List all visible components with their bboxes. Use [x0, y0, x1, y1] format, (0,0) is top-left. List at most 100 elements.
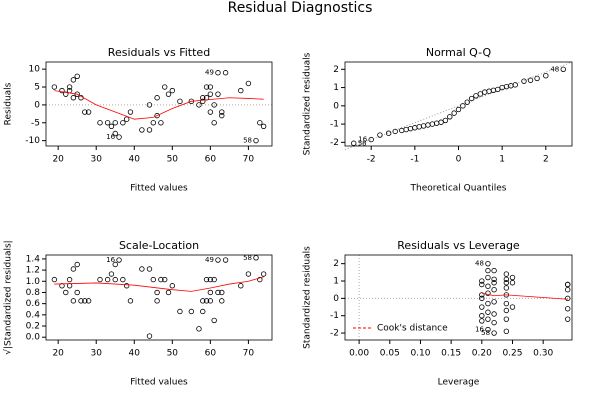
point-label: 16 — [475, 326, 484, 334]
point — [70, 95, 77, 101]
point — [200, 308, 206, 315]
point — [165, 91, 172, 97]
x-tick-label: -2 — [367, 155, 376, 165]
point — [565, 316, 571, 322]
point — [257, 120, 263, 126]
point-label: 48 — [550, 65, 559, 73]
point — [416, 124, 422, 130]
x-tick-label: 0.10 — [410, 349, 430, 359]
point — [479, 278, 485, 284]
point — [565, 306, 571, 312]
point-label: 48 — [475, 260, 484, 268]
y-tick-label: 2 — [333, 65, 339, 75]
point — [215, 289, 221, 296]
point — [207, 298, 214, 304]
point — [219, 289, 225, 296]
point — [503, 285, 510, 291]
point — [429, 121, 436, 127]
point — [464, 99, 470, 105]
plot-frame — [344, 61, 573, 147]
point — [154, 298, 160, 304]
point — [503, 300, 510, 307]
y-tick-label: 2 — [333, 259, 339, 269]
point — [203, 298, 210, 304]
point — [425, 122, 431, 128]
point — [104, 276, 111, 283]
point — [438, 119, 444, 125]
x-tick-label: 0.25 — [502, 349, 522, 359]
point — [146, 127, 153, 133]
point — [203, 276, 210, 283]
point — [485, 283, 491, 289]
point — [257, 276, 263, 283]
point — [534, 75, 540, 82]
point — [154, 95, 160, 101]
x-tick-label: 60 — [205, 155, 217, 165]
point — [485, 300, 491, 307]
y-tick-label: 0 — [333, 294, 339, 304]
point — [207, 289, 214, 296]
point — [219, 109, 225, 115]
point — [565, 281, 571, 288]
point — [451, 110, 457, 116]
point — [238, 87, 244, 94]
plot-frame — [45, 254, 273, 341]
point — [150, 120, 156, 126]
x-tick-label: 70 — [243, 349, 255, 359]
point — [479, 318, 485, 324]
point — [503, 316, 510, 322]
point — [154, 289, 160, 296]
panel-title: Normal Q-Q — [426, 46, 492, 59]
point — [200, 98, 206, 105]
y-tick-label: 0.0 — [26, 333, 41, 343]
point — [399, 127, 405, 134]
point — [491, 311, 497, 317]
x-tick-label: 1 — [499, 155, 505, 165]
point — [196, 102, 202, 108]
point — [260, 123, 267, 130]
y-tick-label: 0.6 — [26, 299, 41, 309]
point — [503, 271, 510, 277]
y-tick-label: 1.2 — [26, 266, 40, 276]
x-tick-label: 2 — [543, 155, 549, 165]
point — [222, 70, 229, 76]
point — [253, 255, 259, 261]
point — [485, 274, 491, 281]
point — [491, 267, 497, 274]
smooth-line — [481, 292, 568, 300]
point — [70, 266, 77, 272]
point — [108, 123, 115, 130]
point — [82, 109, 88, 115]
point — [455, 106, 462, 113]
point — [154, 112, 160, 119]
point — [527, 77, 534, 83]
point — [211, 317, 217, 324]
point-label: 16 — [106, 133, 115, 141]
point — [63, 91, 69, 97]
x-tick-label: 30 — [90, 349, 102, 359]
point — [211, 102, 217, 108]
point — [565, 286, 571, 293]
panel-title: Scale-Location — [119, 239, 199, 252]
point — [139, 266, 145, 272]
smooth-line — [54, 90, 264, 120]
point — [188, 308, 195, 315]
y-tick-label: 1.0 — [26, 277, 41, 287]
point — [479, 295, 485, 302]
x-tick-label: 0.15 — [441, 349, 461, 359]
point — [351, 140, 357, 146]
point — [477, 91, 484, 97]
point — [503, 307, 510, 314]
point — [485, 260, 491, 267]
y-axis-label: Residuals — [4, 82, 14, 125]
x-tick-label: 30 — [90, 155, 102, 165]
point — [491, 330, 497, 336]
x-tick-label: 40 — [129, 349, 141, 359]
point — [70, 77, 77, 83]
point — [485, 326, 491, 333]
point — [368, 136, 374, 143]
x-tick-label: 50 — [167, 349, 179, 359]
x-axis-label: Fitted values — [130, 184, 188, 194]
point — [420, 123, 427, 129]
point — [70, 298, 77, 304]
